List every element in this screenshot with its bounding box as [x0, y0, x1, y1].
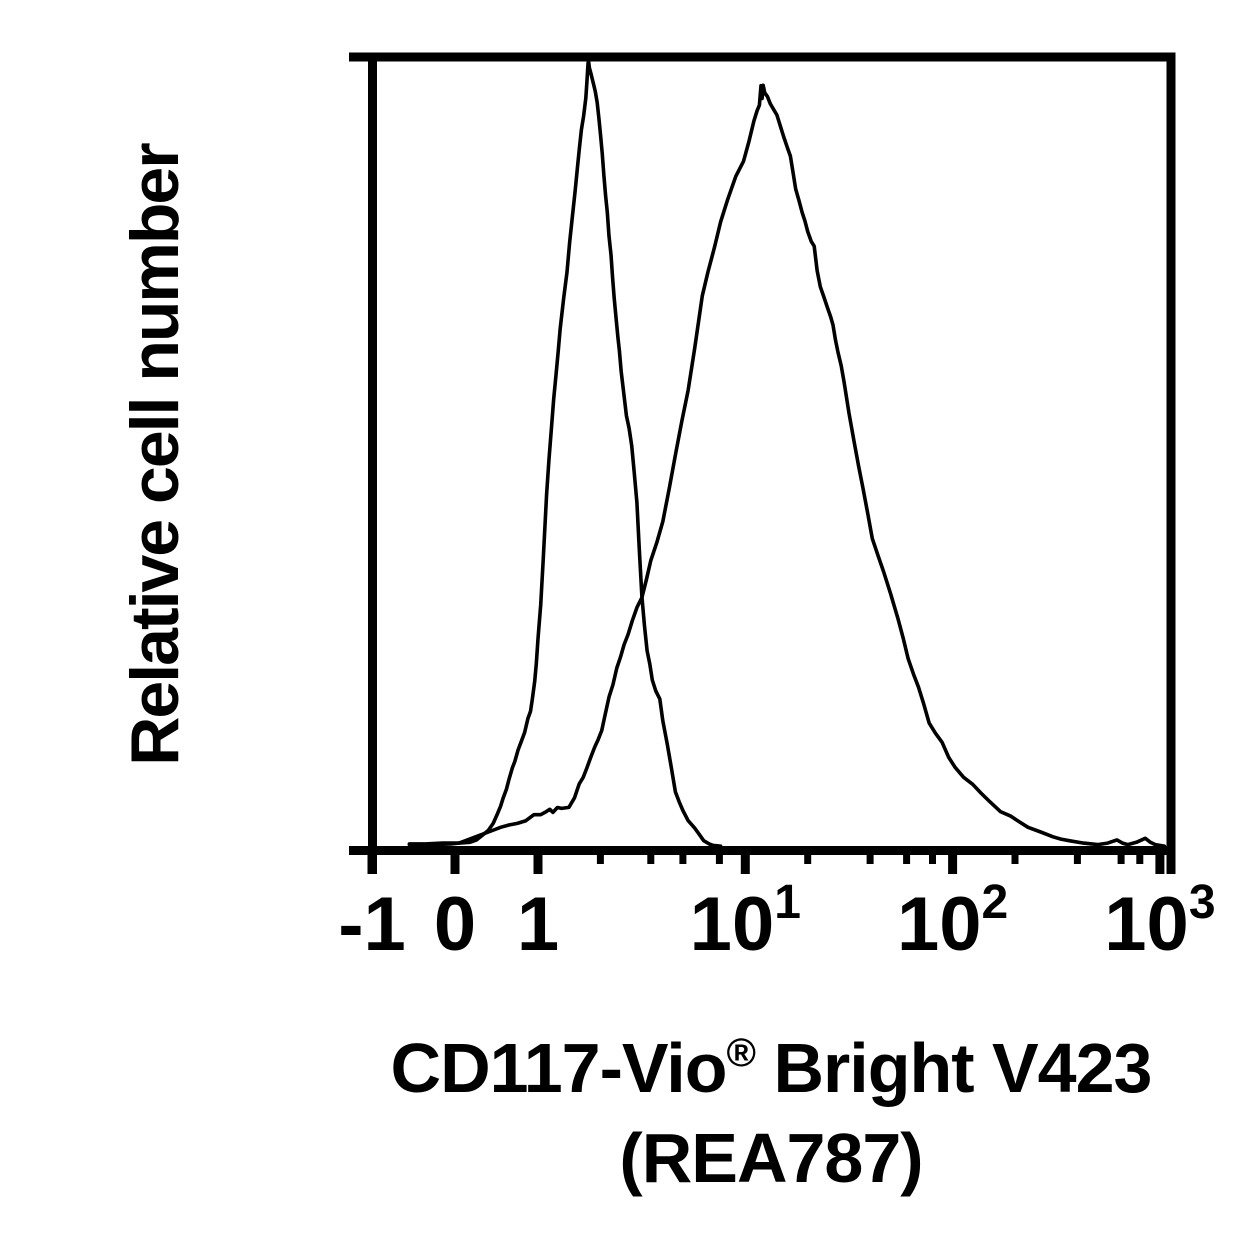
x-axis-major-ticks [367, 846, 1165, 874]
x-axis-title-line1: CD117-Vio® Bright V423 [391, 1029, 1152, 1107]
x-axis-title-part1: CD117-Vio [391, 1029, 727, 1107]
x-tick-label: 101 [690, 876, 801, 967]
y-axis-title: Relative cell number [117, 143, 193, 766]
x-tick-label: 102 [897, 876, 1008, 967]
histogram-curves [407, 58, 1167, 849]
plot-frame [349, 52, 1176, 874]
x-axis-title-part2: Bright V423 [755, 1029, 1151, 1107]
registered-trademark-symbol: ® [727, 1031, 756, 1075]
x-tick-label: 103 [1104, 876, 1215, 967]
x-tick-label: 0 [434, 882, 476, 967]
x-axis-title-line2: (REA787) [619, 1119, 922, 1197]
histogram-curve-right-histogram-stained [407, 83, 1167, 849]
x-axis-tick-labels: -1 0 1 101 102 103 [338, 876, 1215, 967]
x-tick-label: 1 [517, 882, 559, 967]
x-axis-minor-ticks [596, 846, 1144, 864]
histogram-curve-left-histogram-control [407, 58, 723, 849]
frame-top-left-right [368, 52, 1176, 874]
x-tick-label: -1 [338, 882, 406, 967]
